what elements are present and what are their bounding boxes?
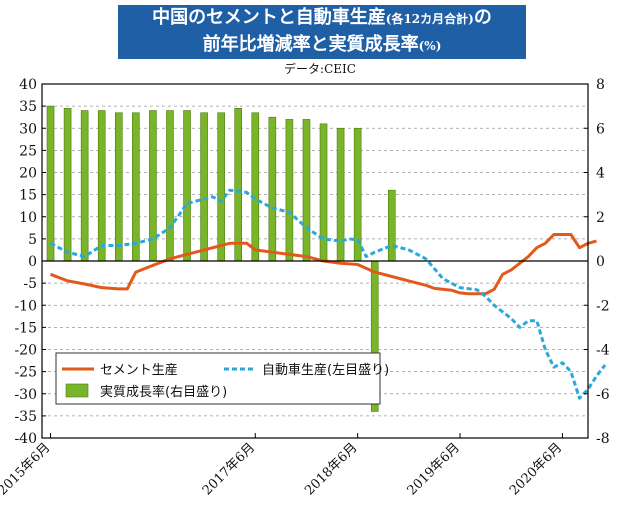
growth-bar [166,110,174,262]
growth-bar [234,108,243,262]
growth-bar [114,112,123,262]
data-source-label: データ:CEIC [284,62,356,76]
left-tick-label: 25 [19,143,37,159]
growth-bar [46,105,55,262]
chart-title-box: 中国のセメントと自動車生産(各12カ月合計)の 前年比増減率と実質成長率(%) [118,5,526,59]
legend-label: 実質成長率(右目盛り) [100,384,227,400]
left-tick-label: -30 [14,387,37,403]
title-line-1: 中国のセメントと自動車生産(各12カ月合計)の [118,5,526,32]
series-lines [49,188,607,400]
growth-bar [387,189,396,262]
growth-bar [217,112,225,262]
legend-label: 自動車生産(左目盛り) [262,362,389,378]
cement-production-line [49,233,597,296]
x-tick-label: 2017年6月 [200,440,258,498]
growth-bar [63,108,72,262]
left-tick-label: -35 [14,409,37,425]
right-tick-label: -8 [596,431,610,447]
title-line-1-small: (各12カ月合計) [385,12,474,26]
right-tick-label: 8 [596,77,605,93]
right-tick-label: -6 [596,387,610,403]
left-tick-label: 5 [28,232,37,248]
left-tick-label: 10 [19,210,37,226]
right-tick-label: 4 [596,166,605,182]
left-tick-label: -5 [23,276,37,292]
auto-production-line [49,188,607,400]
title-line-2: 前年比増減率と実質成長率(%) [118,32,526,59]
growth-bar [97,110,106,262]
legend-label: セメント生産 [100,362,178,378]
right-tick-label: 2 [596,210,605,226]
growth-bar [132,112,140,262]
legend-bar-swatch [65,383,89,398]
growth-bar [302,119,311,262]
left-tick-label: -40 [14,431,37,447]
left-tick-label: -15 [14,320,37,336]
right-tick-label: -4 [596,343,610,359]
title-line-2-small: (%) [418,39,442,53]
left-tick-label: 20 [19,166,37,182]
x-tick-label: 2015年6月 [0,440,53,498]
title-line-2-main: 前年比増減率と実質成長率 [202,34,419,55]
title-line-1-main: 中国のセメントと自動車生産 [152,7,386,28]
right-tick-label: 0 [596,254,605,270]
left-tick-label: 30 [19,121,37,137]
growth-bar [268,116,277,262]
left-tick-label: -20 [14,343,37,359]
x-tick-label: 2020年6月 [507,440,565,498]
left-tick-label: 40 [19,77,37,93]
left-tick-label: -25 [14,365,37,381]
right-tick-label: -2 [596,298,610,314]
growth-bars [46,105,396,412]
x-tick-label: 2019年6月 [405,440,463,498]
growth-bar [183,110,191,262]
legend: セメント生産 自動車生産(左目盛り) 実質成長率(右目盛り) [55,352,389,405]
left-tick-label: 35 [19,99,37,115]
growth-bar [80,110,89,262]
x-tick-label: 2018年6月 [302,440,360,498]
title-line-1-end: の [473,7,492,28]
legend-box [55,352,381,405]
growth-bar [285,119,294,262]
growth-bar [200,112,208,262]
growth-bar [251,112,260,262]
right-tick-label: 6 [596,121,605,137]
left-tick-label: 15 [19,188,37,204]
left-tick-label: 0 [28,254,37,270]
left-tick-label: -10 [14,298,37,314]
